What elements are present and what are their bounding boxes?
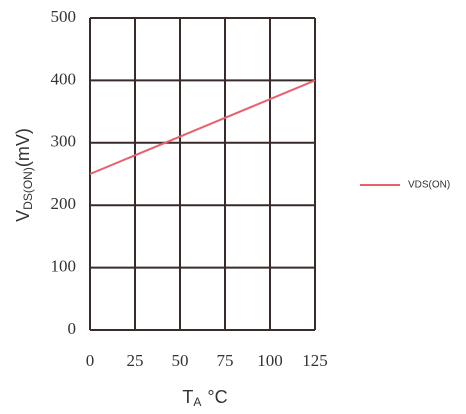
y-tick-label: 400 bbox=[51, 69, 77, 88]
x-tick-label: 100 bbox=[257, 351, 283, 370]
y-tick-label: 0 bbox=[68, 319, 77, 338]
x-tick-label: 25 bbox=[127, 351, 144, 370]
y-label-main: V bbox=[13, 210, 33, 222]
y-label-sub: DS(ON) bbox=[21, 167, 35, 210]
x-tick-label: 0 bbox=[86, 351, 95, 370]
y-tick-label: 300 bbox=[51, 132, 77, 151]
x-label-unit: °C bbox=[207, 387, 227, 407]
y-axis-label: VDS(ON)(mV) bbox=[13, 128, 35, 222]
x-label-main: T bbox=[182, 387, 193, 407]
y-tick-label: 200 bbox=[51, 194, 77, 213]
x-label-sub: A bbox=[193, 395, 201, 409]
x-axis-label: TA °C bbox=[182, 387, 227, 409]
x-tick-label: 50 bbox=[172, 351, 189, 370]
y-label-unit: (mV) bbox=[13, 128, 33, 167]
y-tick-label: 500 bbox=[51, 7, 77, 26]
x-tick-label: 75 bbox=[217, 351, 234, 370]
legend-label: VDS(ON) bbox=[408, 180, 450, 191]
data-line bbox=[89, 79, 316, 175]
y-tick-label: 100 bbox=[51, 257, 77, 276]
x-tick-label: 125 bbox=[302, 351, 328, 370]
